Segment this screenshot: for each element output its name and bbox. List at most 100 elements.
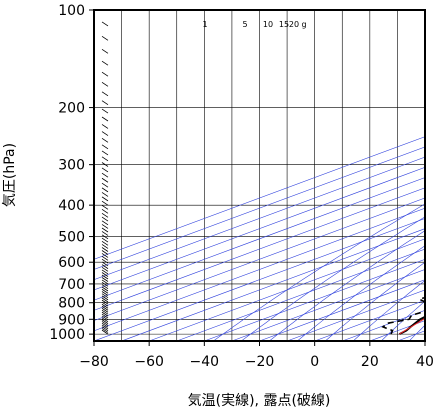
y-tick-label: 200 (58, 101, 85, 117)
y-tick-label: 300 (58, 158, 85, 174)
mixing-ratio-label: 20 (289, 20, 299, 29)
y-tick-label: 900 (58, 312, 85, 328)
wind-barb (101, 322, 109, 328)
mixing-ratio-label: 10 (263, 20, 273, 29)
wind-barb (101, 220, 109, 226)
wind-barb (101, 264, 109, 269)
dry-adiabat-line (297, 245, 425, 341)
wind-barb (101, 237, 109, 243)
y-axis-title: 気圧(hPa) (2, 143, 18, 207)
wind-barb (101, 256, 109, 261)
wind-barb (101, 326, 109, 332)
wind-barb (101, 200, 109, 206)
wind-barb (101, 48, 109, 54)
wind-barb (101, 224, 109, 229)
isotherm-line (231, 269, 425, 341)
wind-barb (101, 60, 109, 66)
isotherm-line (94, 197, 425, 321)
isotherm-line (94, 156, 425, 281)
wind-barb (101, 305, 109, 311)
wind-barb (101, 279, 109, 285)
y-tick-label: 700 (58, 277, 85, 293)
x-tick-label: 0 (310, 354, 319, 370)
wind-barb (101, 244, 109, 249)
wind-barb (101, 162, 109, 167)
wind-barb (101, 313, 109, 319)
x-tick-label: −60 (134, 354, 164, 370)
wind-barb (101, 319, 109, 324)
wind-barb (101, 116, 109, 122)
mixing-ratio-label: g (301, 20, 306, 29)
isotherm-line (94, 177, 425, 301)
isotherm-line (424, 340, 425, 341)
wind-barb (101, 303, 109, 309)
isotherm-line (176, 248, 425, 341)
temperature-series-line (398, 315, 425, 335)
x-tick-label: −40 (190, 354, 220, 370)
y-tick-label: 100 (58, 3, 85, 19)
dry-adiabat-line (380, 300, 425, 341)
wind-barb (101, 269, 109, 275)
wind-barb (101, 240, 109, 246)
wind-barb (101, 250, 109, 255)
wind-barb (101, 307, 109, 313)
isotherm-line (94, 207, 425, 332)
isotherm-line (149, 238, 425, 341)
wind-barb (101, 91, 109, 97)
dry-adiabat-line (325, 261, 425, 341)
wind-barb (101, 21, 109, 27)
y-tick-label: 400 (58, 198, 85, 214)
isotherm-line (94, 218, 425, 341)
isotherm-line (94, 146, 425, 270)
wind-barb (101, 156, 109, 162)
wind-barb (101, 82, 109, 87)
wind-barb (101, 227, 109, 233)
wind-barb (101, 295, 109, 301)
wind-barb (101, 311, 109, 317)
wind-barb (101, 144, 109, 150)
wind-barb (101, 328, 109, 333)
dry-adiabat-line (213, 203, 425, 341)
wind-barb (101, 100, 109, 106)
dry-adiabat-line (352, 280, 425, 341)
x-tick-label: −20 (245, 354, 275, 370)
dry-adiabat-line (241, 216, 425, 341)
wind-barb (101, 131, 109, 136)
isotherm-line (94, 187, 425, 311)
isotherm-line (94, 167, 425, 291)
wind-barb (101, 301, 109, 307)
wind-barb (101, 196, 109, 202)
wind-barb (101, 324, 109, 330)
y-tick-label: 800 (58, 296, 85, 312)
wind-barb (101, 253, 109, 258)
wind-barb (101, 212, 109, 218)
wind-barb (101, 317, 109, 323)
wind-barb (101, 177, 109, 183)
isotherm-line (121, 228, 425, 341)
y-tick-label: 500 (58, 230, 85, 246)
wind-barb (101, 272, 109, 277)
wind-barb (101, 261, 109, 267)
wind-barb (101, 277, 109, 282)
wind-barb (101, 288, 109, 294)
x-axis-title: 気温(実線), 露点(破線) (188, 393, 331, 409)
wind-barb (101, 286, 109, 292)
isotherm-line (259, 279, 425, 341)
wind-barb (101, 266, 109, 272)
wind-barb (101, 172, 109, 178)
mixing-ratio-label: 15 (279, 20, 289, 29)
dry-adiabat-line (269, 230, 425, 341)
wind-barb (101, 216, 109, 222)
wind-barb (101, 209, 109, 214)
wind-barb (101, 329, 109, 335)
x-tick-label: 20 (361, 354, 379, 370)
wind-barb (101, 167, 109, 173)
wind-barb (101, 258, 109, 264)
dewpoint-series-line (381, 296, 425, 335)
y-tick-label: 1000 (49, 327, 85, 343)
x-tick-label: 40 (416, 354, 434, 370)
y-tick-label: 600 (58, 255, 85, 271)
wind-barb (101, 108, 109, 114)
wind-barb (101, 299, 109, 305)
isotherm-line (94, 136, 425, 260)
